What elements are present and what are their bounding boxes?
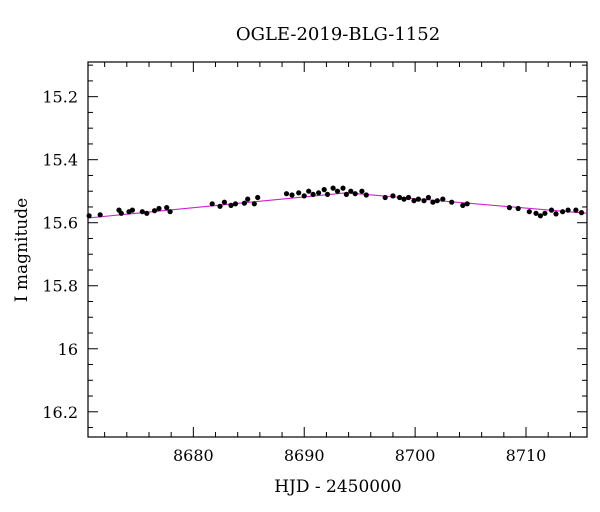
data-point: [118, 210, 124, 216]
data-point: [348, 188, 354, 194]
data-point: [228, 202, 234, 208]
data-point: [217, 203, 223, 209]
data-point: [144, 210, 150, 216]
y-tick-label: 15.6: [42, 214, 78, 233]
x-tick-label: 8680: [173, 446, 214, 465]
data-point: [221, 199, 227, 205]
data-point: [401, 196, 407, 202]
data-point: [129, 207, 135, 213]
data-point: [440, 196, 446, 202]
data-point: [526, 209, 532, 215]
data-point: [415, 196, 421, 202]
data-point: [390, 193, 396, 199]
axis-ticks: [88, 62, 587, 437]
data-point: [209, 201, 215, 207]
data-point: [343, 191, 349, 197]
data-point: [296, 190, 302, 196]
x-tick-label: 8690: [284, 446, 325, 465]
data-point: [334, 188, 341, 194]
data-points: [86, 185, 585, 219]
data-point: [411, 198, 417, 204]
y-tick-label: 16: [58, 340, 78, 359]
data-point: [340, 185, 346, 191]
y-tick-label: 16.2: [42, 403, 78, 422]
data-point: [506, 205, 512, 211]
y-axis-label: I magnitude: [12, 198, 32, 302]
data-point: [310, 191, 316, 197]
data-point: [359, 188, 365, 194]
data-point: [301, 193, 307, 199]
data-point: [352, 191, 358, 197]
y-tick-label: 15.8: [42, 277, 78, 296]
data-point: [251, 201, 257, 207]
data-point: [255, 194, 261, 201]
data-point: [164, 205, 170, 211]
data-point: [515, 205, 521, 212]
data-point: [578, 210, 585, 216]
data-point: [363, 192, 369, 198]
model-curve: [87, 192, 588, 219]
data-point: [430, 199, 436, 205]
data-point: [232, 201, 239, 207]
data-point: [449, 199, 455, 205]
data-point: [560, 209, 566, 215]
data-point: [397, 194, 403, 201]
chart-title: OGLE-2019-BLG-1152: [236, 24, 440, 45]
data-point: [167, 209, 173, 215]
data-point: [241, 200, 247, 206]
data-point: [460, 202, 466, 208]
data-point: [324, 191, 331, 197]
data-point: [156, 205, 162, 212]
y-tick-label: 15.2: [42, 88, 78, 107]
data-point: [537, 213, 544, 219]
data-point: [464, 201, 470, 207]
data-point: [330, 185, 336, 191]
data-point: [425, 194, 431, 201]
data-point: [86, 213, 92, 219]
data-point: [316, 190, 322, 196]
plot-frame: [87, 61, 588, 438]
data-point: [151, 208, 158, 214]
x-axis-label: HJD - 2450000: [274, 477, 402, 497]
data-point: [306, 188, 312, 194]
data-point: [533, 210, 539, 216]
axis-tick-labels: 8680 8690 8700 8710 15.2 15.4 15.6 15.8 16 16.2: [42, 88, 546, 465]
data-point: [289, 192, 295, 198]
data-point: [405, 194, 412, 201]
data-point: [283, 191, 290, 197]
y-tick-label: 15.4: [42, 151, 78, 170]
data-point: [573, 207, 579, 213]
data-point: [565, 207, 571, 213]
data-point: [421, 198, 427, 204]
data-point: [548, 207, 555, 213]
data-point: [139, 209, 145, 215]
data-point: [434, 198, 440, 204]
data-point: [542, 210, 548, 216]
data-point: [382, 194, 388, 201]
data-point: [321, 187, 327, 193]
data-point: [245, 196, 251, 202]
data-point: [553, 211, 559, 217]
x-tick-label: 8700: [395, 446, 436, 465]
x-tick-label: 8710: [506, 446, 547, 465]
data-point: [97, 212, 103, 218]
